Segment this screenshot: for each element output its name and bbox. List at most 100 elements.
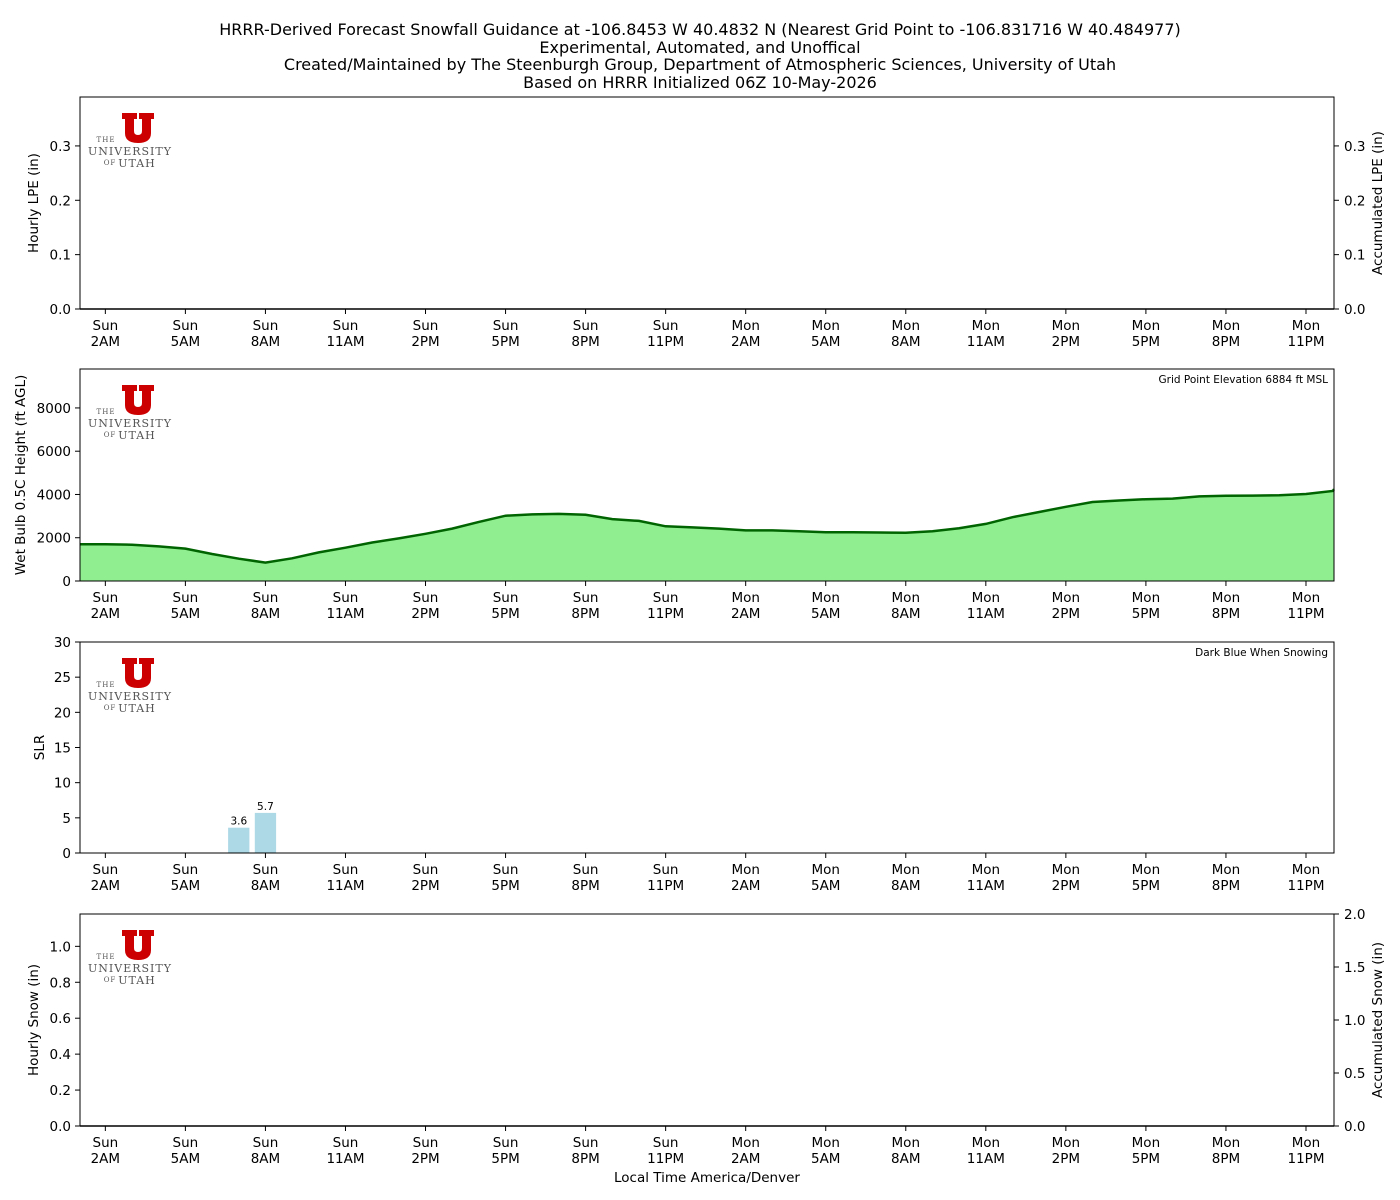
x-tick-time-label: 2AM (731, 606, 760, 622)
x-tick-time-label: 5PM (1132, 334, 1160, 350)
x-tick-day-label: Sun (173, 318, 199, 334)
y-right-tick-label: 0.0 (1344, 302, 1365, 318)
x-tick-day-label: Mon (1132, 1135, 1160, 1151)
x-tick-day-label: Mon (1292, 1135, 1320, 1151)
logo-text-the: THE (97, 681, 116, 689)
panel-slr: 3.6 5.7 0 5 10 15 20 25 30 SLR Dark Blue When Snow… (32, 635, 1335, 894)
x-tick-day-label: Sun (333, 862, 359, 878)
x-tick-day-label: Sun (653, 1135, 679, 1151)
y-right-tick-label: 0.2 (1344, 193, 1365, 209)
x-tick-day-label: Mon (1052, 862, 1080, 878)
x-tick-day-label: Sun (493, 862, 519, 878)
x-tick-day-label: Sun (413, 1135, 439, 1151)
x-axis-label: Local Time America/Denver (614, 1170, 800, 1186)
y-tick-label: 10 (54, 776, 71, 792)
x-tick-day-label: Sun (573, 862, 599, 878)
y-tick-label: 20 (54, 705, 71, 721)
x-tick-day-label: Sun (333, 318, 359, 334)
slr-bar (228, 827, 250, 853)
x-tick-time-label: 8PM (571, 1151, 599, 1167)
x-tick-time-label: 8AM (891, 1151, 920, 1167)
x-tick-day-label: Sun (413, 318, 439, 334)
x-tick-time-label: 11AM (967, 878, 1005, 894)
y-axis-label: Hourly LPE (in) (26, 153, 42, 253)
x-tick-time-label: 2AM (731, 334, 760, 350)
x-tick-day-label: Mon (811, 1135, 839, 1151)
x-tick-day-label: Sun (413, 590, 439, 606)
y-tick-label: 0.8 (50, 975, 71, 991)
x-tick-day-label: Mon (1052, 590, 1080, 606)
y-tick-label: 2000 (37, 531, 71, 547)
block-u-icon (122, 113, 154, 143)
x-tick-time-label: 8PM (1212, 606, 1240, 622)
x-tick-day-label: Mon (1052, 318, 1080, 334)
x-tick-time-label: 8PM (571, 334, 599, 350)
block-u-icon (122, 385, 154, 415)
logo-text-of: OF (104, 159, 117, 167)
y-axis-label: SLR (32, 735, 48, 760)
logo-text-utah: UTAH (118, 702, 156, 715)
x-tick-day-label: Sun (493, 318, 519, 334)
x-tick-day-label: Sun (653, 862, 679, 878)
x-tick-time-label: 8PM (1212, 1151, 1240, 1167)
y-axis-label: Wet Bulb 0.5C Height (ft AGL) (13, 375, 29, 576)
x-tick-day-label: Mon (892, 318, 920, 334)
x-tick-time-label: 8AM (891, 878, 920, 894)
y-tick-label: 0 (62, 846, 71, 862)
x-tick-time-label: 5AM (171, 606, 200, 622)
x-tick-day-label: Sun (493, 1135, 519, 1151)
x-tick-day-label: Mon (972, 1135, 1000, 1151)
x-tick-day-label: Mon (1292, 590, 1320, 606)
x-tick-time-label: 5PM (1132, 878, 1160, 894)
x-tick-time-label: 2PM (1052, 334, 1080, 350)
x-tick-time-label: 11PM (1288, 878, 1325, 894)
x-tick-day-label: Mon (1212, 862, 1240, 878)
panel-snow: 0.0 0.2 0.4 0.6 0.8 1.0 0.0 0.5 1.0 1.5 2.0 Accumul… (26, 907, 1386, 1167)
plot-frame (79, 96, 1335, 310)
y-right-axis-label: Accumulated LPE (in) (1370, 131, 1386, 275)
x-tick-time-label: 5PM (491, 334, 519, 350)
panel-wetbulb: 0 2000 4000 6000 8000 Wet Bulb 0.5C Height (f… (13, 368, 1335, 622)
x-tick-time-label: 2PM (411, 1151, 439, 1167)
x-tick-day-label: Sun (173, 590, 199, 606)
x-tick-day-label: Sun (93, 1135, 119, 1151)
x-tick-day-label: Sun (253, 318, 279, 334)
logo-text-university: UNIVERSITY (88, 145, 172, 158)
x-tick-day-label: Mon (972, 590, 1000, 606)
y-right-axis-label: Accumulated Snow (in) (1370, 942, 1386, 1098)
logo-text-the: THE (97, 953, 116, 961)
x-tick-time-label: 5PM (491, 1151, 519, 1167)
y-right-tick-label: 0.0 (1344, 1119, 1365, 1135)
y-tick-label: 6000 (37, 444, 71, 460)
y-right-tick-label: 1.5 (1344, 960, 1365, 976)
x-tick-day-label: Sun (653, 318, 679, 334)
x-tick-time-label: 11PM (647, 878, 684, 894)
x-tick-time-label: 11AM (326, 334, 364, 350)
x-tick-day-label: Mon (1292, 862, 1320, 878)
title-line-4: Based on HRRR Initialized 06Z 10-May-202… (523, 72, 877, 92)
x-tick-time-label: 2AM (91, 334, 120, 350)
x-tick-time-label: 5PM (491, 606, 519, 622)
x-tick-time-label: 5AM (811, 334, 840, 350)
logo-text-university: UNIVERSITY (88, 417, 172, 430)
x-tick-day-label: Mon (892, 862, 920, 878)
logo-text-utah: UTAH (118, 429, 156, 442)
panel-lpe: 0.0 0.1 0.2 0.3 0.0 0.1 0.2 0.3 Accumulated LPE … (26, 96, 1386, 350)
panel-annotation: Grid Point Elevation 6884 ft MSL (1159, 374, 1329, 386)
x-tick-day-label: Sun (573, 590, 599, 606)
x-tick-time-label: 11AM (326, 606, 364, 622)
x-tick-day-label: Mon (811, 318, 839, 334)
x-tick-day-label: Sun (653, 590, 679, 606)
logo-text-of: OF (104, 431, 117, 439)
y-tick-label: 0.0 (50, 302, 71, 318)
logo-text-university: UNIVERSITY (88, 690, 172, 703)
x-tick-day-label: Sun (493, 590, 519, 606)
x-tick-time-label: 2AM (731, 1151, 760, 1167)
x-tick-time-label: 8AM (251, 334, 280, 350)
x-tick-day-label: Sun (253, 862, 279, 878)
x-tick-time-label: 5AM (811, 878, 840, 894)
x-tick-time-label: 11PM (647, 334, 684, 350)
x-tick-time-label: 8PM (571, 878, 599, 894)
